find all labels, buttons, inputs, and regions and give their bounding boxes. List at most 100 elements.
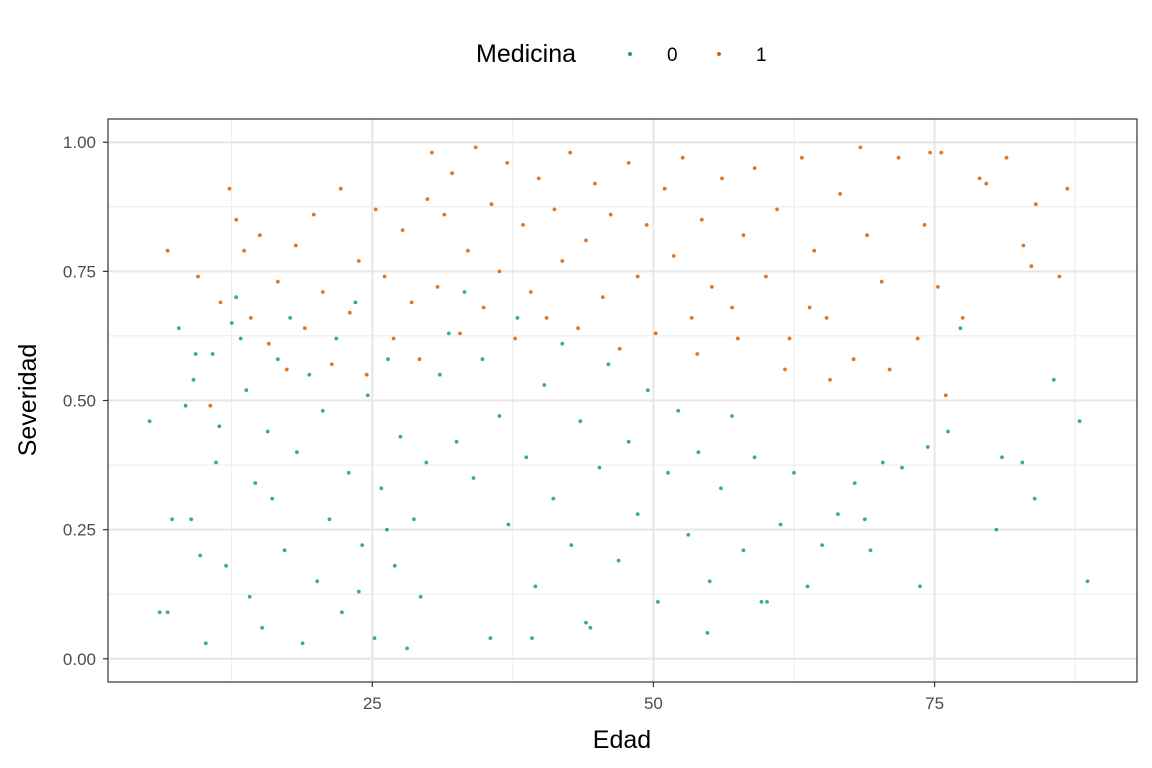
data-point: [515, 316, 520, 320]
data-point: [593, 181, 597, 186]
data-point: [805, 584, 810, 589]
data-point: [695, 352, 700, 356]
data-point: [203, 641, 208, 646]
data-point: [295, 450, 299, 455]
data-point: [430, 150, 434, 155]
data-point: [608, 212, 613, 217]
data-point: [385, 527, 389, 532]
data-point: [626, 161, 631, 165]
data-point: [1065, 186, 1070, 191]
data-point: [489, 202, 494, 207]
data-point: [497, 269, 502, 274]
data-point: [505, 161, 510, 165]
data-point: [435, 285, 440, 289]
data-point: [800, 155, 804, 160]
data-point: [315, 579, 320, 584]
data-point: [676, 408, 681, 413]
x-axis: 25 50 75: [363, 682, 944, 713]
data-point: [320, 408, 325, 413]
data-point: [391, 336, 396, 341]
legend-key-1: [717, 52, 721, 56]
data-point: [307, 372, 312, 377]
data-point: [400, 228, 405, 233]
data-point: [183, 403, 188, 408]
data-point: [300, 641, 305, 646]
data-point: [792, 470, 796, 475]
data-point: [320, 290, 325, 294]
data-point: [689, 316, 694, 320]
data-point: [862, 517, 867, 522]
x-axis-title: Edad: [593, 726, 651, 754]
data-point: [217, 424, 222, 429]
data-point: [386, 357, 390, 362]
data-point: [454, 439, 459, 444]
data-point: [635, 512, 640, 516]
data-point: [922, 223, 927, 227]
data-point: [653, 331, 658, 336]
data-point: [480, 357, 485, 362]
data-point: [1051, 377, 1056, 382]
data-point: [275, 279, 280, 284]
y-tick-label: 0.50: [63, 392, 96, 411]
data-point: [584, 238, 588, 243]
data-point: [900, 465, 904, 470]
data-point: [705, 631, 710, 635]
data-point: [458, 331, 462, 336]
data-point: [446, 331, 451, 336]
data-point: [852, 481, 857, 485]
data-point: [409, 300, 414, 305]
data-point: [960, 316, 965, 320]
data-point: [260, 625, 264, 630]
data-point: [824, 316, 829, 320]
grid: [108, 119, 1137, 682]
data-point: [984, 181, 989, 186]
data-point: [741, 548, 746, 553]
data-point: [730, 414, 734, 418]
data-point: [671, 254, 676, 258]
data-points: [147, 145, 1090, 651]
data-point: [293, 243, 298, 248]
data-point: [735, 336, 740, 341]
data-point: [710, 285, 714, 289]
data-point: [925, 445, 930, 449]
data-point: [720, 176, 724, 181]
data-point: [812, 248, 817, 253]
data-point: [334, 336, 339, 341]
data-point: [382, 274, 387, 279]
data-point: [1032, 496, 1037, 501]
data-point: [588, 625, 593, 630]
data-point: [353, 300, 358, 305]
data-point: [666, 470, 670, 475]
y-axis: 0.00 0.25 0.50 0.75 1.00: [63, 133, 108, 669]
x-tick-label: 75: [925, 694, 944, 713]
data-point: [244, 388, 249, 393]
data-point: [680, 155, 685, 160]
series-1: [165, 145, 1070, 408]
data-point: [820, 543, 824, 547]
data-point: [915, 336, 920, 341]
legend-title: Medicina: [476, 40, 576, 68]
data-point: [488, 636, 493, 640]
legend: Medicina 0 1: [476, 40, 767, 68]
data-point: [208, 403, 213, 408]
data-point: [412, 517, 416, 522]
data-point: [238, 336, 243, 341]
data-point: [356, 259, 361, 263]
data-point: [918, 584, 922, 589]
data-point: [1021, 243, 1026, 248]
data-point: [506, 522, 511, 527]
data-point: [939, 150, 944, 155]
data-point: [157, 610, 162, 615]
data-point: [958, 326, 963, 331]
data-point: [471, 476, 476, 480]
data-point: [227, 186, 232, 191]
data-point: [473, 145, 478, 150]
data-point: [311, 212, 316, 217]
data-point: [730, 305, 734, 310]
series-0: [147, 290, 1090, 651]
data-point: [887, 367, 892, 372]
data-point: [521, 223, 525, 227]
data-point: [338, 186, 343, 191]
data-point: [686, 532, 691, 537]
